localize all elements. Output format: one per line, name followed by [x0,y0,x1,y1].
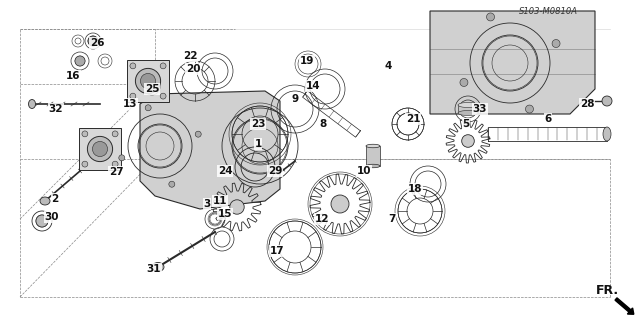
Text: 25: 25 [145,84,159,94]
Circle shape [552,40,560,48]
Polygon shape [140,91,280,209]
Ellipse shape [366,144,380,148]
Circle shape [119,155,125,161]
Text: 26: 26 [90,38,104,48]
Text: 29: 29 [268,166,282,176]
Ellipse shape [40,197,50,205]
Ellipse shape [458,102,478,108]
Text: 22: 22 [183,51,197,61]
Text: 11: 11 [212,196,227,206]
Text: 20: 20 [186,64,200,74]
Text: 31: 31 [147,264,161,274]
Text: 5: 5 [462,119,470,129]
Circle shape [88,137,113,162]
Text: 3: 3 [204,199,211,209]
Text: 14: 14 [306,81,320,91]
Circle shape [460,78,468,86]
Circle shape [486,13,495,21]
Text: 4: 4 [384,61,392,71]
Text: 1: 1 [254,139,262,149]
Circle shape [112,161,118,167]
Text: 33: 33 [473,104,487,114]
Text: 24: 24 [218,166,232,176]
Circle shape [140,73,156,89]
Ellipse shape [458,110,478,115]
Circle shape [331,195,349,213]
Circle shape [82,131,88,137]
Circle shape [602,96,612,106]
Text: 23: 23 [251,119,265,129]
Circle shape [195,131,201,137]
Circle shape [145,105,151,111]
Text: 13: 13 [123,99,137,109]
Text: 15: 15 [218,209,232,219]
Circle shape [461,135,474,147]
Bar [79,128,121,170]
Bar [127,60,169,102]
Circle shape [36,215,48,227]
Circle shape [160,93,166,99]
Text: 30: 30 [45,212,60,222]
Polygon shape [430,11,595,114]
Text: 16: 16 [66,71,80,81]
Circle shape [130,93,136,99]
Ellipse shape [366,164,380,168]
Text: 10: 10 [356,166,371,176]
Circle shape [92,141,108,157]
Ellipse shape [29,100,35,108]
Circle shape [75,56,85,66]
Circle shape [130,63,136,69]
Ellipse shape [603,127,611,141]
Text: FR.: FR. [596,285,619,298]
Circle shape [88,36,98,46]
Bar [366,146,380,166]
Text: 27: 27 [109,167,124,177]
Text: 9: 9 [291,94,299,104]
Circle shape [525,105,534,113]
Ellipse shape [152,263,164,271]
Text: 32: 32 [49,104,63,114]
FancyArrow shape [615,298,634,314]
Text: S103-M0810A: S103-M0810A [518,8,577,17]
Text: 17: 17 [269,246,284,256]
Text: 18: 18 [408,184,422,194]
Bar [458,105,478,113]
Text: 21: 21 [406,114,420,124]
Circle shape [160,63,166,69]
Circle shape [230,200,244,214]
Text: 8: 8 [319,119,326,129]
Text: 7: 7 [388,214,396,224]
Text: 2: 2 [51,194,59,204]
Circle shape [169,181,175,187]
Text: 19: 19 [300,56,314,66]
Text: 28: 28 [580,99,595,109]
Circle shape [136,68,161,93]
Text: 12: 12 [315,214,329,224]
Circle shape [82,161,88,167]
Circle shape [112,131,118,137]
Text: 6: 6 [545,114,552,124]
